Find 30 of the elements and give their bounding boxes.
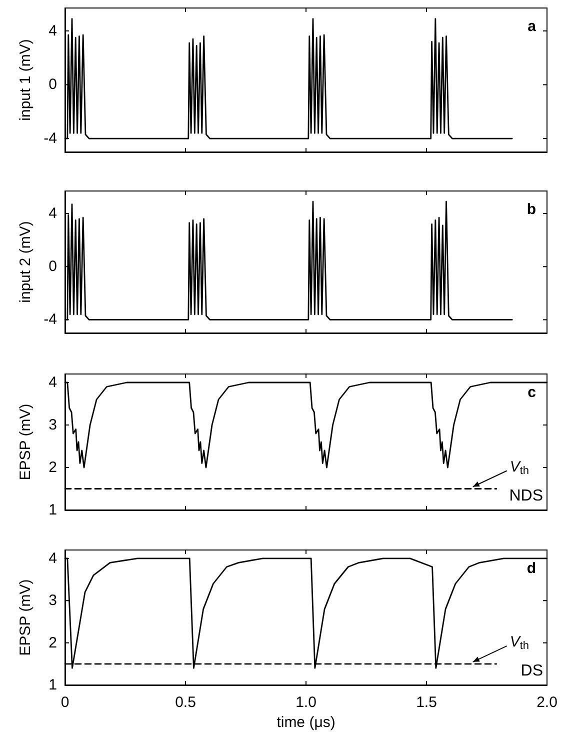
- y-tick-label: 4: [48, 205, 57, 222]
- x-tick-label: 0.5: [175, 694, 196, 711]
- text: d: [526, 560, 536, 577]
- x-tick-label: 1.5: [416, 694, 437, 711]
- y-tick-label: -4: [44, 130, 57, 148]
- y-tick-label: 2: [48, 634, 57, 652]
- y-tick-label: 0: [48, 258, 57, 276]
- annotation: NDS: [509, 488, 543, 504]
- y-tick-label: 3: [48, 416, 57, 434]
- y-axis-title: EPSP (mV): [17, 579, 34, 656]
- text: a: [528, 18, 537, 35]
- y-axis-title: EPSP (mV): [17, 404, 34, 480]
- y-tick-label: 4: [48, 374, 57, 391]
- text: b: [526, 201, 536, 218]
- y-tick-label: -4: [44, 311, 57, 328]
- x-axis-title: time (μs): [276, 714, 336, 731]
- y-tick-label: 1: [48, 502, 57, 518]
- y-tick-label: 1: [48, 676, 57, 694]
- x-tick-label: 1.0: [296, 694, 316, 711]
- y-tick-label: 2: [48, 459, 57, 476]
- y-tick-label: 4: [48, 550, 57, 567]
- text: c: [528, 384, 536, 401]
- y-axis-title: input 2 (mV): [16, 221, 34, 303]
- y-tick-label: 0: [48, 76, 57, 94]
- x-tick-label: 2.0: [536, 694, 558, 711]
- y-tick-label: 4: [48, 22, 57, 40]
- annotation: DS: [520, 662, 544, 680]
- y-tick-label: 3: [48, 592, 57, 610]
- y-axis-title: input 1 (mV): [16, 39, 34, 121]
- x-tick-label: 0: [60, 694, 70, 711]
